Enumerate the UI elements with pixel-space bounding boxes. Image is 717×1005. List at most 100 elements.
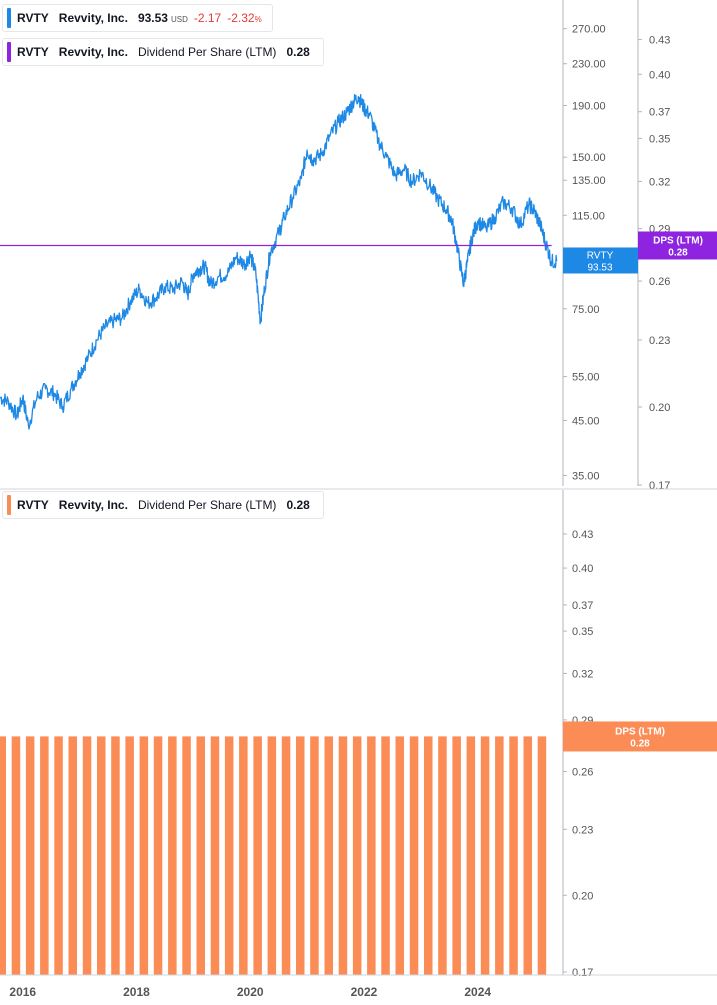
price-tick-label: 45.00 — [572, 415, 600, 427]
dps-tick-label: 0.37 — [649, 107, 670, 119]
x-tick-label: 2022 — [351, 985, 378, 999]
dps-bar — [0, 736, 6, 975]
bar-tick-label: 0.23 — [572, 824, 593, 836]
dps-bar — [395, 736, 404, 975]
price-pane[interactable]: 35.00 45.00 55.00 75.00 115.00 135.00 150.00 19… — [0, 0, 717, 492]
dps-bar — [424, 736, 433, 975]
bar-last-label-value: 0.28 — [630, 738, 650, 749]
x-tick-label: 2024 — [464, 985, 491, 999]
price-tick-label: 270.00 — [572, 24, 606, 36]
dps-bar — [480, 736, 490, 975]
price-tick-label: 75.00 — [572, 304, 600, 316]
dps-bar — [438, 736, 447, 975]
dps-bar — [452, 736, 461, 975]
dps-tick-label: 0.32 — [649, 176, 670, 188]
dps-bar — [409, 736, 419, 975]
dps-tick-label: 0.23 — [649, 335, 670, 347]
dps-bar — [253, 736, 262, 975]
price-last-label-bg — [563, 247, 638, 274]
legend-price-value: 93.53 — [137, 11, 168, 25]
price-series-line — [0, 93, 558, 430]
dps-bar — [97, 736, 106, 975]
dps-bar-pane[interactable]: 0.170.200.230.260.290.320.350.370.400.43… — [0, 490, 717, 999]
dps-bar — [153, 736, 163, 975]
dps-legend-swatch — [7, 42, 11, 62]
price-tick-label: 115.00 — [572, 210, 605, 222]
price-tick-label: 230.00 — [572, 59, 606, 71]
bar-last-label-bg — [563, 721, 717, 752]
legend-change-pct-value: -2.32 — [227, 11, 255, 25]
dps-bar — [495, 736, 504, 975]
x-tick-label: 2018 — [123, 985, 150, 999]
dps-tick-label: 0.17 — [649, 480, 670, 492]
dps-bar — [182, 736, 191, 975]
legend-change-pct: -2.32% — [227, 11, 261, 25]
legend-currency: USD — [170, 15, 188, 24]
bar-tick-label: 0.32 — [572, 668, 593, 680]
dps-bar — [196, 736, 205, 975]
dps-bar — [466, 736, 476, 975]
bar-tick-label: 0.43 — [572, 529, 593, 541]
dps-last-label-name: DPS (LTM) — [653, 235, 703, 246]
price-legend-swatch — [7, 8, 11, 28]
price-tick-label: 35.00 — [572, 470, 600, 482]
bar-legend-swatch — [7, 495, 11, 515]
dps-bar — [281, 736, 291, 975]
dps-bar — [139, 736, 149, 975]
legend-symbol: RVTY — [17, 498, 49, 512]
dps-tick-label: 0.35 — [649, 133, 670, 145]
legend-company: Revvity, Inc. — [58, 11, 128, 25]
legend-metric: Dividend Per Share (LTM) — [137, 45, 277, 59]
price-last-label-symbol: RVTY — [587, 250, 614, 261]
dps-bar — [11, 736, 21, 975]
dps-legend-top[interactable]: RVTY Revvity, Inc. Dividend Per Share (L… — [2, 38, 324, 66]
bar-tick-label: 0.40 — [572, 563, 593, 575]
dps-bar — [338, 736, 348, 975]
price-last-label-value: 93.53 — [587, 262, 612, 273]
dps-bar — [125, 736, 134, 975]
x-tick-label: 2016 — [9, 985, 36, 999]
dps-legend-bottom[interactable]: RVTY Revvity, Inc. Dividend Per Share (L… — [2, 491, 324, 519]
price-legend[interactable]: RVTY Revvity, Inc. 93.53 USD -2.17 -2.32… — [2, 4, 273, 32]
legend-change: -2.17 — [193, 11, 222, 25]
legend-value: 0.28 — [286, 45, 310, 59]
dps-bar — [523, 736, 532, 975]
dps-bar — [509, 736, 518, 975]
bar-last-label-name: DPS (LTM) — [615, 726, 665, 737]
x-tick-label: 2020 — [237, 985, 264, 999]
bar-tick-label: 0.35 — [572, 626, 593, 638]
bar-tick-label: 0.26 — [572, 766, 593, 778]
price-tick-label: 55.00 — [572, 372, 600, 384]
dps-bar — [324, 736, 333, 975]
dps-bar — [310, 736, 319, 975]
dps-bar — [367, 736, 376, 975]
dps-bar — [168, 736, 177, 975]
dps-last-label-value: 0.28 — [668, 247, 688, 258]
legend-pct-sign: % — [254, 15, 262, 24]
legend-metric: Dividend Per Share (LTM) — [137, 498, 277, 512]
dps-tick-label: 0.26 — [649, 276, 670, 288]
legend-symbol: RVTY — [17, 45, 49, 59]
dps-bar — [239, 736, 248, 975]
dps-last-label-bg — [638, 231, 717, 260]
price-tick-label: 150.00 — [572, 152, 606, 164]
dps-bar — [296, 736, 305, 975]
price-tick-label: 135.00 — [572, 175, 606, 187]
legend-symbol: RVTY — [17, 11, 49, 25]
dps-bar — [381, 736, 390, 975]
price-tick-label: 190.00 — [572, 100, 606, 112]
dps-bar — [352, 736, 362, 975]
dps-tick-label: 0.20 — [649, 402, 670, 414]
dps-tick-label: 0.43 — [649, 35, 670, 47]
dps-bar — [68, 736, 77, 975]
dps-bar — [82, 736, 92, 975]
bar-tick-label: 0.20 — [572, 890, 593, 902]
legend-company: Revvity, Inc. — [58, 498, 128, 512]
legend-company: Revvity, Inc. — [58, 45, 128, 59]
bar-tick-label: 0.37 — [572, 600, 593, 612]
dps-bar — [267, 736, 277, 975]
legend-value: 0.28 — [286, 498, 310, 512]
bar-tick-label: 0.17 — [572, 967, 593, 979]
dps-bar — [54, 736, 63, 975]
